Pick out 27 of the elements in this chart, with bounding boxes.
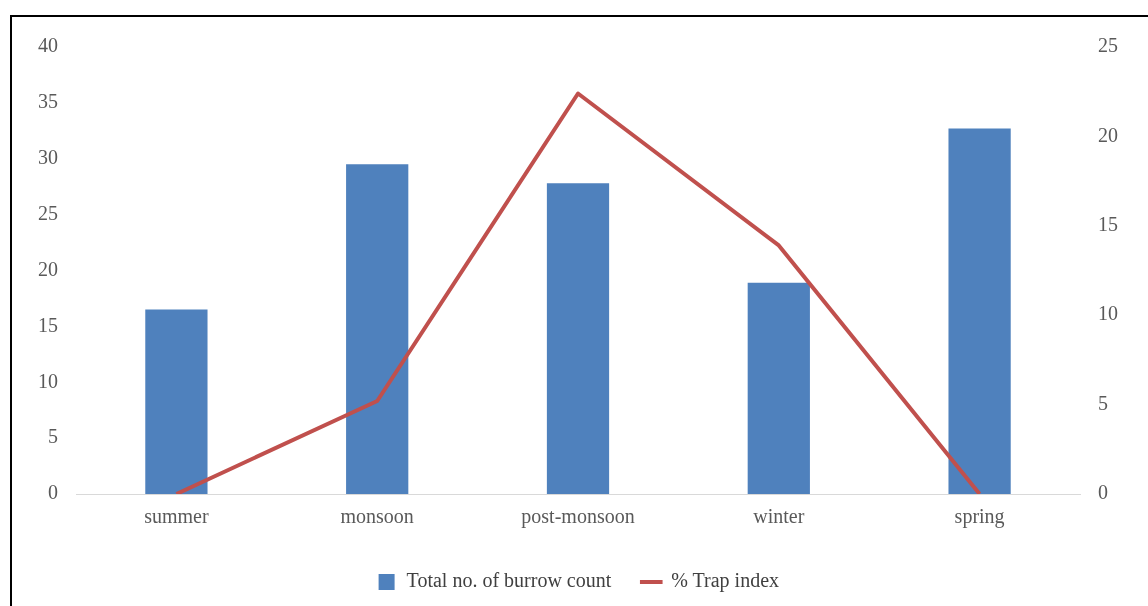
y-tick-label: 35: [38, 90, 58, 113]
bar: [145, 309, 208, 494]
x-tick-label: spring: [954, 505, 1005, 529]
y2-tick-label: 25: [1098, 34, 1118, 57]
bar: [747, 282, 810, 494]
bar: [948, 128, 1011, 494]
y-tick-label: 40: [38, 34, 58, 57]
y2-tick-label: 5: [1098, 391, 1108, 414]
y2-tick-label: 0: [1098, 481, 1108, 504]
bar: [346, 164, 409, 494]
y-tick-label: 0: [48, 481, 58, 504]
y-tick-label: 20: [38, 257, 58, 280]
y-tick-label: 30: [38, 146, 58, 168]
x-tick-label: monsoon: [340, 505, 414, 528]
legend-label: Total no. of burrow count: [406, 569, 612, 592]
y2-tick-label: 20: [1098, 123, 1118, 146]
y-tick-label: 15: [38, 313, 58, 336]
y2-tick-label: 15: [1098, 213, 1118, 236]
bar: [546, 183, 610, 494]
y2-tick-label: 10: [1098, 302, 1118, 325]
x-tick-label: post-monsoon: [521, 505, 635, 529]
x-tick-label: summer: [144, 505, 209, 528]
y-tick-label: 5: [48, 425, 58, 448]
x-tick-label: winter: [753, 505, 805, 528]
y-tick-label: 25: [38, 201, 58, 224]
y-tick-label: 10: [38, 369, 58, 392]
legend-label: % Trap index: [671, 569, 780, 593]
